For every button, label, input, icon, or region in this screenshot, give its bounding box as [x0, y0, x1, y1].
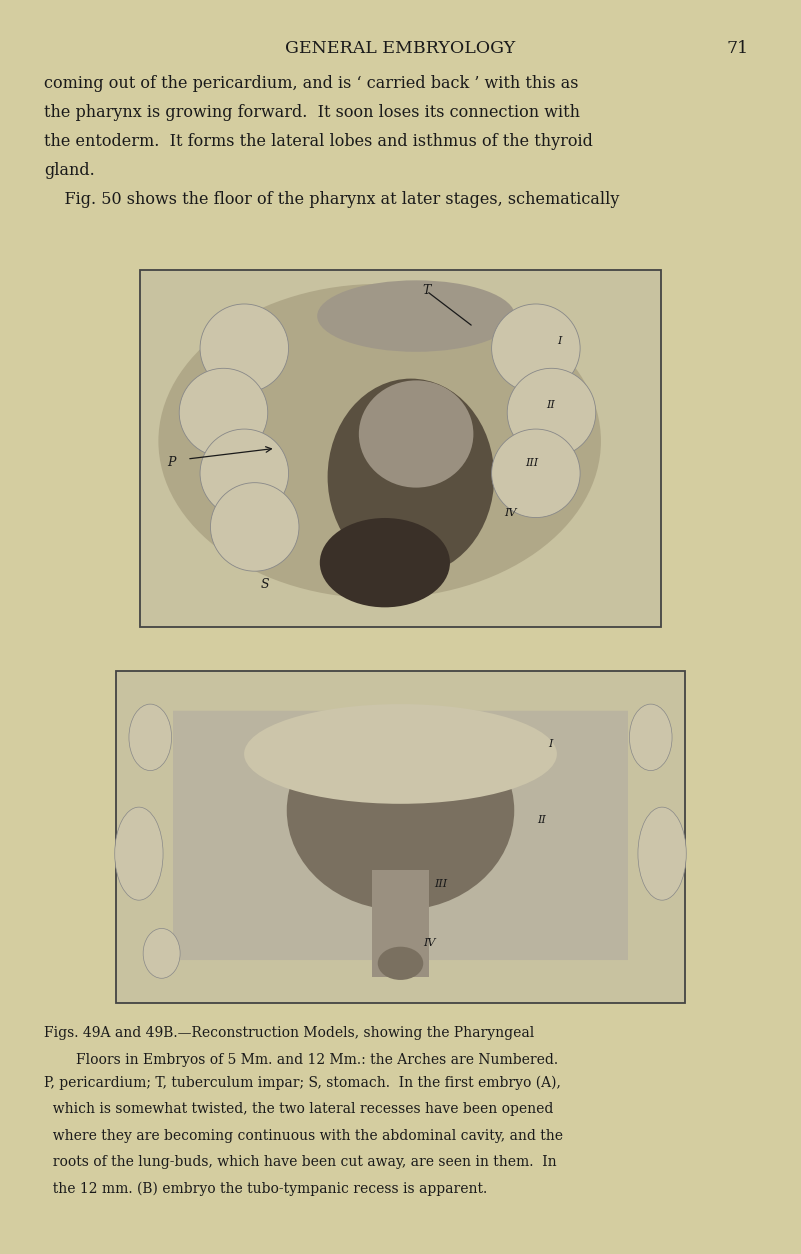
- Circle shape: [211, 483, 299, 571]
- Bar: [372, 870, 429, 977]
- Circle shape: [492, 429, 580, 518]
- Text: Figs. 49A and 49B.—Reconstruction Models, showing the Pharyngeal: Figs. 49A and 49B.—Reconstruction Models…: [44, 1026, 534, 1040]
- Circle shape: [200, 429, 288, 518]
- Text: III: III: [525, 458, 538, 468]
- Bar: [140, 270, 661, 627]
- Text: I: I: [557, 336, 561, 346]
- Text: Fig. 50 shows the floor of the pharynx at later stages, schematically: Fig. 50 shows the floor of the pharynx a…: [44, 191, 619, 208]
- Text: T: T: [422, 283, 431, 297]
- Ellipse shape: [317, 281, 515, 352]
- Text: roots of the lung-buds, which have been cut away, are seen in them.  In: roots of the lung-buds, which have been …: [44, 1155, 557, 1169]
- Text: I: I: [549, 739, 553, 749]
- Text: IV: IV: [423, 938, 436, 948]
- Text: Floors in Embryos of 5 Mm. and 12 Mm.: the Arches are Numbered.: Floors in Embryos of 5 Mm. and 12 Mm.: t…: [76, 1053, 558, 1067]
- FancyBboxPatch shape: [173, 711, 628, 961]
- Text: the 12 mm. (B) embryo the tubo-tympanic recess is apparent.: the 12 mm. (B) embryo the tubo-tympanic …: [44, 1181, 487, 1195]
- Circle shape: [200, 303, 288, 393]
- Text: P, pericardium; T, tuberculum impar; S, stomach.  In the first embryo (A),: P, pericardium; T, tuberculum impar; S, …: [44, 1076, 561, 1090]
- Text: where they are becoming continuous with the abdominal cavity, and the: where they are becoming continuous with …: [44, 1129, 563, 1142]
- Ellipse shape: [328, 379, 494, 576]
- Ellipse shape: [143, 928, 180, 978]
- Ellipse shape: [638, 808, 686, 900]
- Ellipse shape: [630, 705, 672, 770]
- Text: coming out of the pericardium, and is ‘ carried back ’ with this as: coming out of the pericardium, and is ‘ …: [44, 75, 578, 93]
- Text: II: II: [537, 815, 545, 825]
- Text: which is somewhat twisted, the two lateral recesses have been opened: which is somewhat twisted, the two later…: [44, 1102, 553, 1116]
- Text: 71: 71: [727, 40, 749, 58]
- Ellipse shape: [115, 808, 163, 900]
- Text: GENERAL EMBRYOLOGY: GENERAL EMBRYOLOGY: [285, 40, 516, 58]
- Text: P: P: [167, 456, 175, 469]
- Text: gland.: gland.: [44, 162, 95, 179]
- Ellipse shape: [320, 518, 450, 607]
- Circle shape: [507, 369, 596, 456]
- Circle shape: [179, 369, 268, 456]
- Text: IV: IV: [505, 508, 517, 518]
- Ellipse shape: [287, 711, 514, 910]
- Text: the entoderm.  It forms the lateral lobes and isthmus of the thyroid: the entoderm. It forms the lateral lobes…: [44, 133, 593, 150]
- Text: II: II: [546, 400, 555, 410]
- Ellipse shape: [359, 380, 473, 488]
- Bar: [116, 671, 685, 1003]
- Ellipse shape: [378, 947, 423, 979]
- Text: III: III: [435, 879, 448, 889]
- Ellipse shape: [244, 705, 557, 804]
- Circle shape: [492, 303, 580, 393]
- Text: S: S: [261, 578, 269, 591]
- Text: the pharynx is growing forward.  It soon loses its connection with: the pharynx is growing forward. It soon …: [44, 104, 580, 122]
- Ellipse shape: [129, 705, 171, 770]
- Ellipse shape: [159, 283, 601, 598]
